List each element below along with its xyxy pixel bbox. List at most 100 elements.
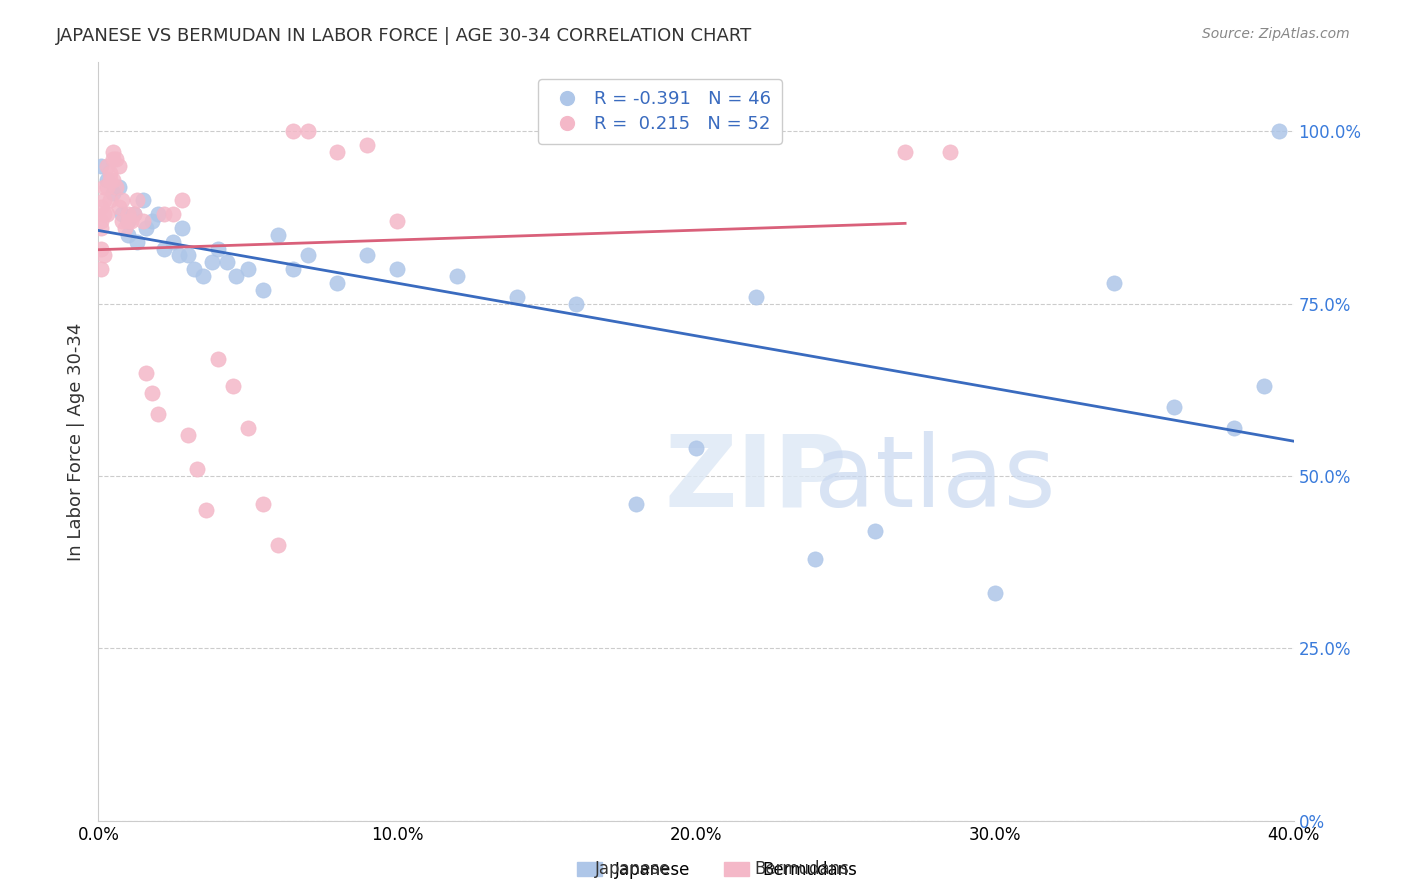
Point bbox=[267, 227, 290, 242]
Point bbox=[385, 214, 409, 228]
Point bbox=[98, 172, 122, 186]
Point bbox=[207, 351, 229, 366]
Point bbox=[297, 124, 319, 138]
Point bbox=[191, 269, 214, 284]
Point bbox=[124, 207, 146, 221]
Point bbox=[90, 214, 112, 228]
Point bbox=[148, 207, 170, 221]
Point bbox=[111, 214, 134, 228]
Point bbox=[124, 207, 146, 221]
Point bbox=[506, 290, 529, 304]
Point bbox=[103, 172, 125, 186]
Point bbox=[96, 207, 118, 221]
Point bbox=[236, 421, 259, 435]
Point bbox=[93, 179, 115, 194]
Point bbox=[162, 235, 184, 249]
Point bbox=[111, 194, 134, 208]
Point bbox=[865, 524, 887, 538]
Point bbox=[186, 462, 208, 476]
Point bbox=[127, 235, 149, 249]
Point bbox=[90, 262, 112, 277]
Point bbox=[236, 262, 259, 277]
Point bbox=[326, 145, 349, 159]
Point bbox=[215, 255, 238, 269]
Point bbox=[132, 194, 155, 208]
Point bbox=[177, 248, 200, 262]
Point bbox=[96, 159, 118, 173]
Point bbox=[167, 248, 190, 262]
Point bbox=[222, 379, 245, 393]
Point bbox=[252, 497, 274, 511]
Point bbox=[356, 248, 378, 262]
Point bbox=[685, 442, 707, 456]
Point bbox=[117, 214, 139, 228]
Y-axis label: In Labor Force | Age 30-34: In Labor Force | Age 30-34 bbox=[66, 322, 84, 561]
Point bbox=[201, 255, 224, 269]
Point bbox=[1223, 421, 1246, 435]
Point bbox=[108, 159, 131, 173]
Point bbox=[90, 159, 112, 173]
Point bbox=[120, 214, 142, 228]
Point bbox=[1267, 124, 1289, 138]
Point bbox=[96, 172, 118, 186]
Point bbox=[939, 145, 962, 159]
Point bbox=[141, 214, 163, 228]
Point bbox=[267, 538, 290, 552]
Point bbox=[1104, 276, 1126, 290]
Point bbox=[207, 242, 229, 256]
Point bbox=[183, 262, 205, 277]
Point bbox=[385, 262, 409, 277]
Point bbox=[90, 220, 112, 235]
Point bbox=[98, 194, 122, 208]
Text: JAPANESE VS BERMUDAN IN LABOR FORCE | AGE 30-34 CORRELATION CHART: JAPANESE VS BERMUDAN IN LABOR FORCE | AG… bbox=[56, 27, 752, 45]
Point bbox=[446, 269, 468, 284]
Point bbox=[172, 194, 194, 208]
Point bbox=[105, 152, 128, 166]
Point bbox=[132, 214, 155, 228]
Point bbox=[135, 220, 157, 235]
Point bbox=[127, 194, 149, 208]
Text: Source: ZipAtlas.com: Source: ZipAtlas.com bbox=[1202, 27, 1350, 41]
Text: Bermudans: Bermudans bbox=[754, 860, 849, 878]
Point bbox=[281, 262, 304, 277]
Point bbox=[281, 124, 304, 138]
Point bbox=[565, 296, 588, 310]
Text: Japanese: Japanese bbox=[595, 860, 671, 878]
Point bbox=[108, 200, 131, 214]
Point bbox=[1163, 400, 1185, 414]
Point bbox=[90, 242, 112, 256]
Point bbox=[117, 214, 139, 228]
Text: atlas: atlas bbox=[814, 431, 1056, 528]
Point bbox=[153, 207, 176, 221]
Point bbox=[252, 283, 274, 297]
Point bbox=[114, 220, 136, 235]
Point bbox=[153, 242, 176, 256]
Point bbox=[148, 407, 170, 421]
Point bbox=[984, 586, 1007, 600]
Point bbox=[111, 207, 134, 221]
Point bbox=[172, 220, 194, 235]
Point bbox=[93, 248, 115, 262]
Point bbox=[117, 227, 139, 242]
Point bbox=[356, 138, 378, 153]
Point bbox=[90, 200, 112, 214]
Point bbox=[894, 145, 917, 159]
Point bbox=[103, 145, 125, 159]
Legend: R = -0.391   N = 46, R =  0.215   N = 52: R = -0.391 N = 46, R = 0.215 N = 52 bbox=[538, 79, 782, 144]
Point bbox=[93, 207, 115, 221]
Point bbox=[141, 386, 163, 401]
Point bbox=[103, 152, 125, 166]
Point bbox=[626, 497, 648, 511]
Point bbox=[177, 427, 200, 442]
Point bbox=[1253, 379, 1275, 393]
Point bbox=[117, 207, 139, 221]
Point bbox=[297, 248, 319, 262]
Text: ZIP: ZIP bbox=[664, 431, 848, 528]
Point bbox=[108, 179, 131, 194]
Point bbox=[804, 551, 827, 566]
Point bbox=[93, 194, 115, 208]
Point bbox=[103, 186, 125, 201]
Point bbox=[96, 179, 118, 194]
Point bbox=[98, 166, 122, 180]
Point bbox=[326, 276, 349, 290]
